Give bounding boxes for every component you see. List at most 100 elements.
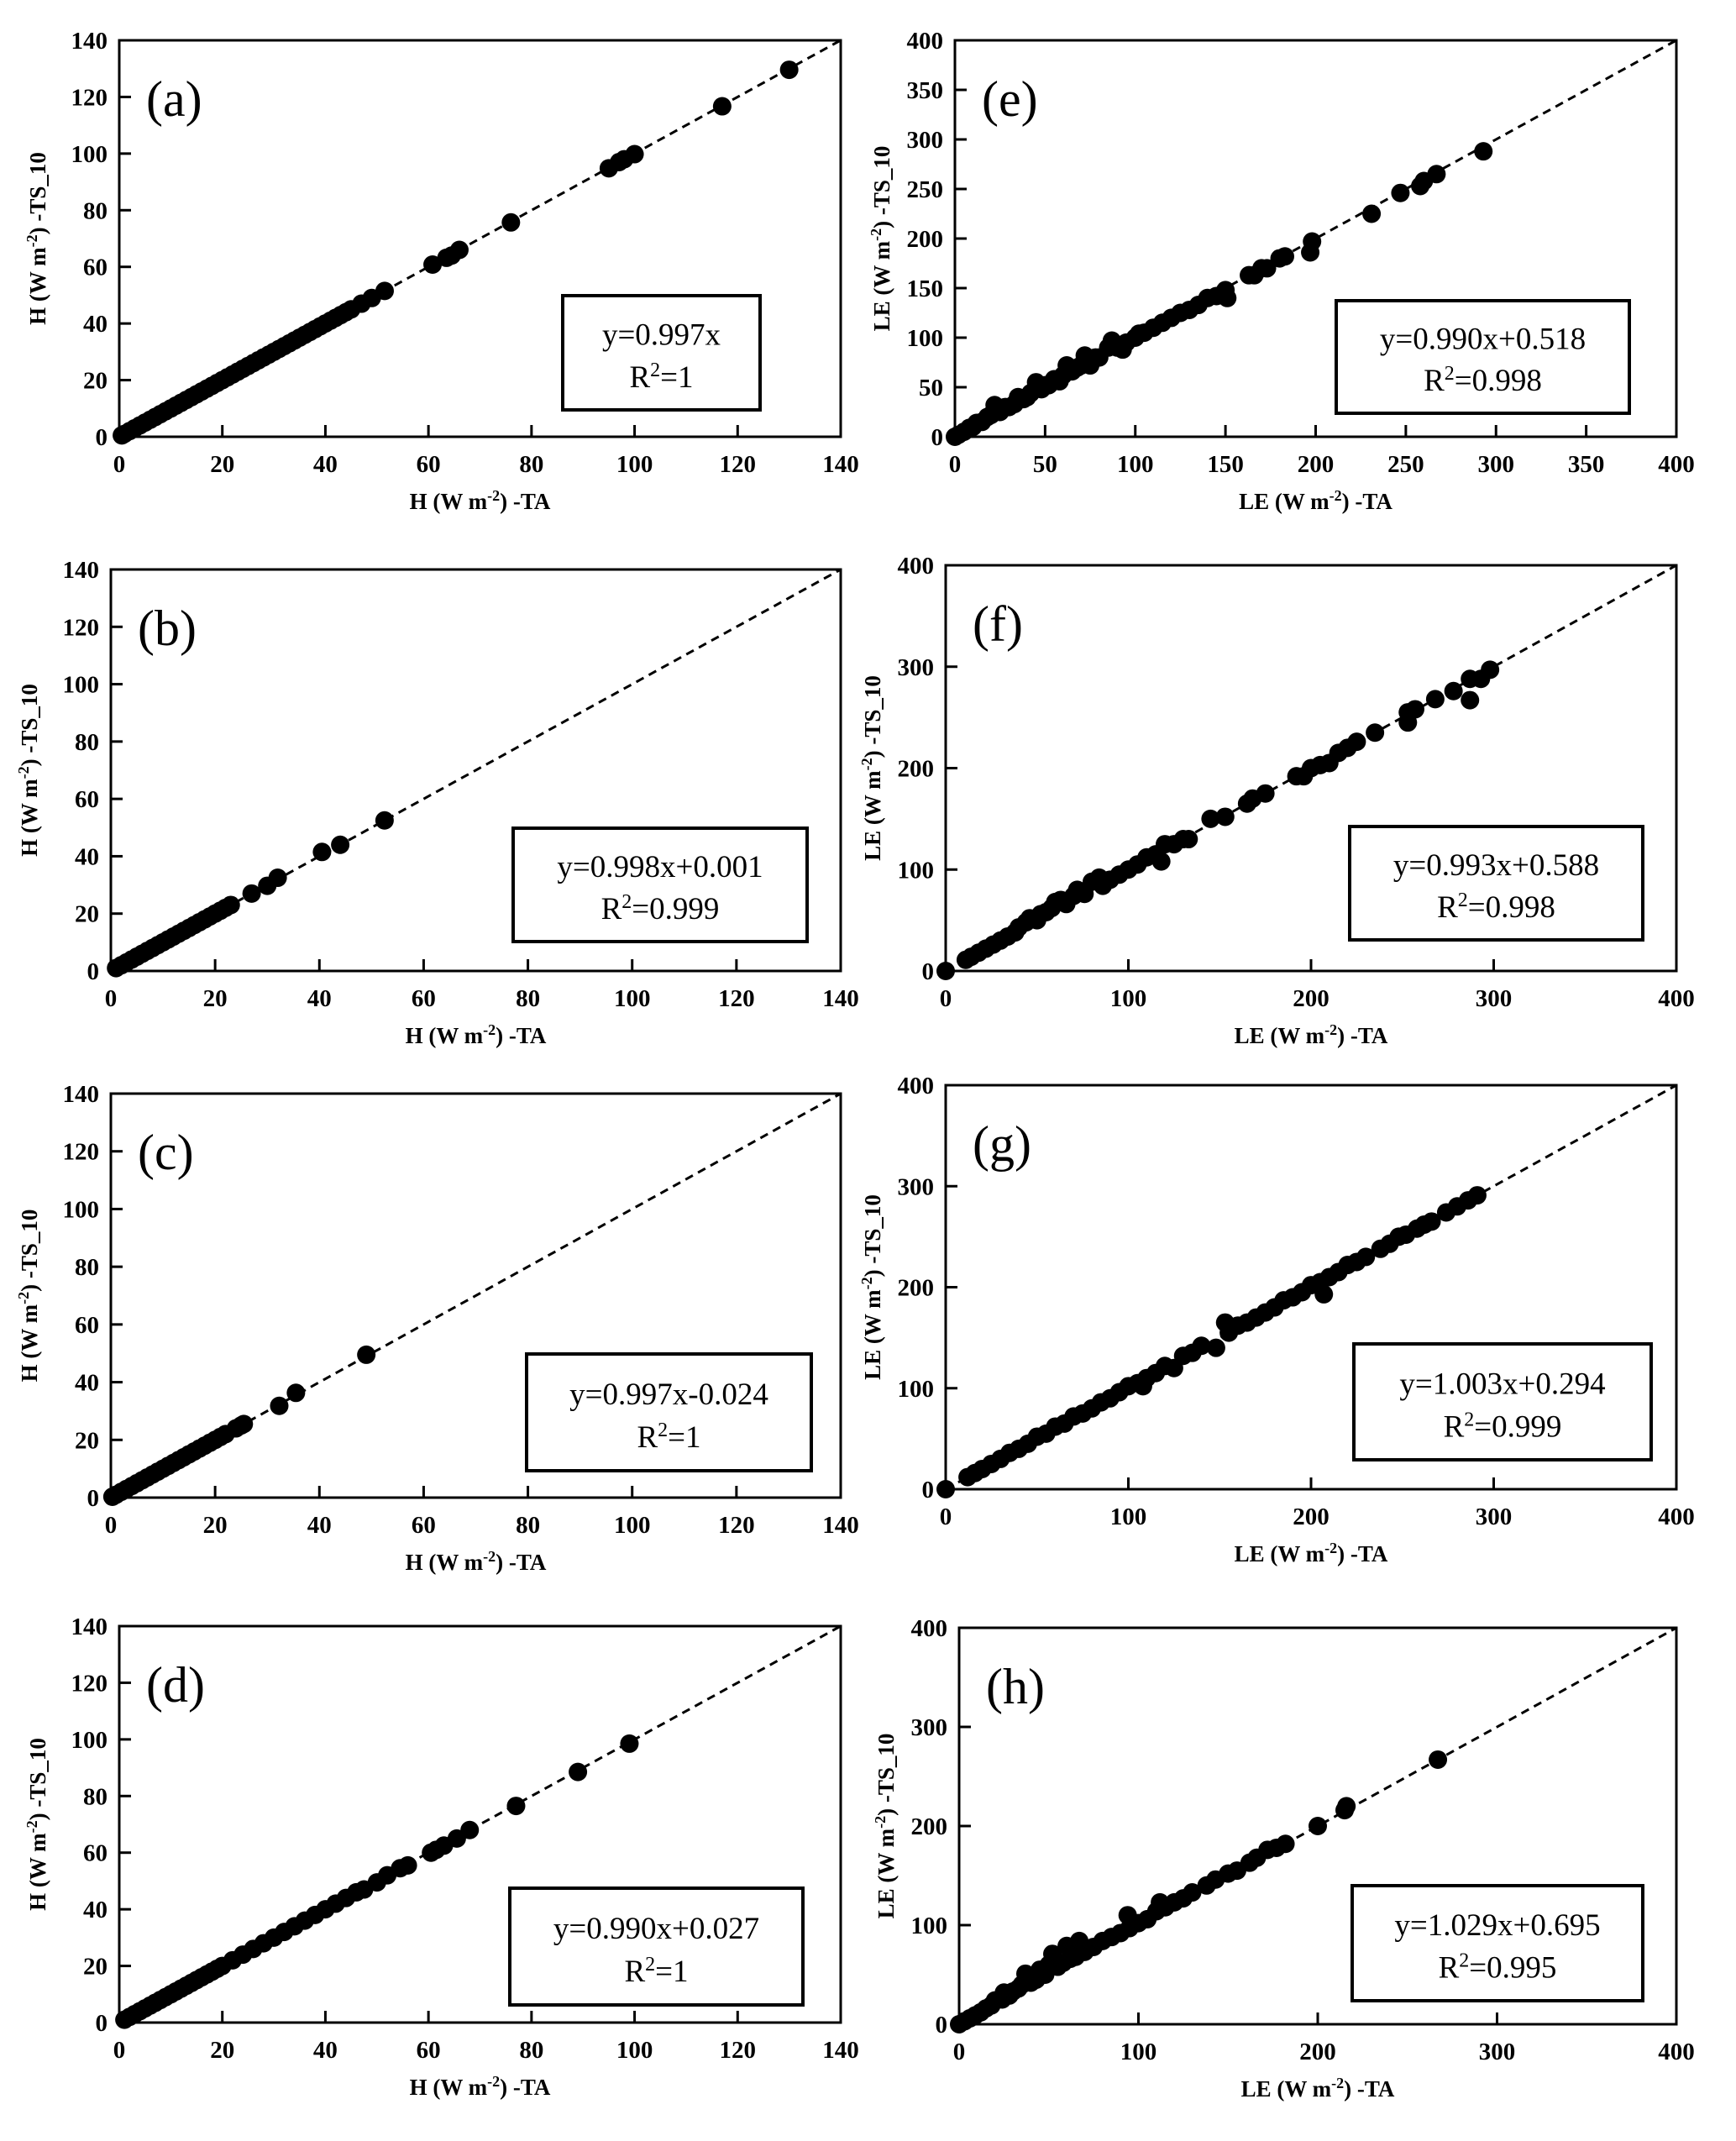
panel-label: (h) — [986, 1659, 1045, 1714]
panel-label: (f) — [973, 596, 1023, 652]
y-axis-title-part: LE (W m — [873, 1828, 899, 1918]
r-squared: R2=0.998 — [1424, 363, 1542, 398]
regression-equation: y=0.997x-0.024 — [569, 1377, 768, 1412]
data-point — [1362, 204, 1382, 223]
data-point — [1275, 247, 1294, 266]
panel-label: (a) — [146, 71, 202, 127]
data-point — [1206, 1338, 1225, 1357]
y-tick-label: 400 — [898, 553, 935, 580]
x-tick-label: 0 — [105, 985, 118, 1012]
legend-box — [1352, 1342, 1653, 1461]
x-axis-title-part: ) -TA — [1337, 1541, 1388, 1566]
data-point — [1218, 288, 1237, 307]
data-point — [1337, 1797, 1356, 1816]
data-point — [1192, 1336, 1211, 1356]
data-point — [312, 842, 332, 862]
x-tick-label: 0 — [953, 2039, 966, 2065]
y-axis-title-part: H (W m — [25, 1833, 50, 1911]
r-squared-value: =1 — [655, 1955, 688, 1989]
data-point — [1422, 1212, 1441, 1231]
data-point — [1256, 784, 1275, 803]
reference-line-1to1 — [110, 568, 842, 973]
regression-legend: y=0.993x+0.588 R2=0.998 — [1348, 825, 1644, 942]
scatter-panel-d: 0 20 40 60 80 100 120 140 0 20 40 60 80 100 120 140 H (W… — [24, 1614, 859, 2100]
y-tick-label: 80 — [83, 1783, 108, 1810]
regression-equation: y=0.997x — [602, 317, 721, 352]
x-tick-label: 400 — [1658, 451, 1695, 478]
y-tick-label: 100 — [907, 325, 944, 352]
y-tick-label: 100 — [898, 857, 935, 884]
x-tick-label: 140 — [822, 2037, 859, 2064]
y-axis-title-part: H (W m — [17, 779, 42, 857]
x-axis-title-part: ) -TA — [500, 2075, 551, 2100]
r-squared: R2=0.999 — [1444, 1409, 1562, 1444]
x-tick-label: 150 — [1207, 451, 1244, 478]
data-point — [1201, 809, 1220, 828]
y-tick-label: 150 — [907, 275, 944, 302]
data-point — [1347, 732, 1366, 752]
data-point — [423, 255, 443, 275]
y-axis-title-part: ) -TS_10 — [873, 1734, 899, 1816]
y-axis-title: H (W m-2) -TS_10 — [15, 1210, 42, 1383]
x-tick-label: 140 — [822, 451, 859, 478]
legend-box — [1348, 825, 1644, 942]
r-squared: R2=1 — [637, 1419, 700, 1455]
r-squared: R2=0.999 — [601, 891, 720, 926]
y-axis-title-superscript: -2 — [24, 1820, 40, 1833]
y-tick-label: 120 — [63, 614, 100, 641]
legend-box — [508, 1886, 805, 2007]
y-axis-title-superscript: -2 — [868, 228, 884, 241]
y-tick-label: 80 — [83, 197, 108, 224]
x-tick-label: 300 — [1478, 451, 1515, 478]
data-point — [1405, 700, 1424, 719]
x-tick-label: 0 — [113, 2037, 126, 2064]
data-point — [242, 884, 261, 903]
x-tick-label: 80 — [516, 1512, 540, 1539]
r-squared-symbol: R — [1439, 1951, 1460, 1986]
data-point — [357, 1345, 376, 1364]
y-tick-label: 100 — [71, 1727, 108, 1754]
y-tick-label: 40 — [75, 843, 99, 870]
x-axis-title: H (W m-2) -TA — [406, 1548, 547, 1575]
y-tick-label: 80 — [75, 1254, 99, 1281]
r-squared: R2=1 — [624, 1954, 688, 1989]
data-point — [1467, 1186, 1487, 1205]
reference-line-1to1 — [110, 1092, 842, 1499]
x-tick-label: 300 — [1476, 985, 1513, 1012]
x-axis-title-part: LE (W m — [1241, 2076, 1332, 2102]
r-squared-value: =0.999 — [1474, 1409, 1561, 1444]
y-axis-title-superscript: -2 — [858, 1277, 875, 1289]
data-point — [1391, 183, 1410, 202]
regression-equation: y=1.029x+0.695 — [1394, 1908, 1600, 1943]
x-axis-title-part: ) -TA — [500, 489, 551, 514]
x-tick-label: 120 — [720, 451, 757, 478]
x-tick-label: 100 — [616, 451, 653, 478]
x-tick-label: 300 — [1479, 2039, 1516, 2065]
x-axis-title-superscript: -2 — [1324, 1540, 1337, 1556]
y-axis-title-part: ) -TS_10 — [17, 684, 42, 766]
x-tick-label: 400 — [1658, 1503, 1695, 1530]
x-tick-label: 0 — [940, 1503, 952, 1530]
y-tick-label: 400 — [907, 28, 944, 55]
data-point — [625, 144, 644, 164]
y-tick-label: 140 — [63, 1081, 100, 1108]
y-tick-label: 0 — [96, 424, 108, 451]
legend-box — [525, 1352, 813, 1472]
legend-box — [561, 294, 762, 412]
y-tick-label: 50 — [919, 375, 943, 401]
x-tick-label: 350 — [1568, 451, 1605, 478]
y-tick-label: 0 — [922, 1477, 935, 1503]
x-axis-title-superscript: -2 — [1324, 1021, 1337, 1038]
r-squared-symbol: R — [629, 360, 650, 395]
y-tick-label: 40 — [83, 1897, 108, 1923]
data-point — [936, 962, 955, 980]
x-axis-title: LE (W m-2) -TA — [1241, 2075, 1395, 2102]
x-axis-title-part: ) -TA — [496, 1023, 547, 1048]
data-point — [234, 1414, 254, 1434]
x-tick-label: 20 — [203, 1512, 228, 1539]
y-tick-label: 300 — [898, 1173, 935, 1200]
x-axis-title: LE (W m-2) -TA — [1239, 487, 1392, 514]
y-tick-label: 250 — [907, 176, 944, 203]
x-axis-title-part: ) -TA — [1337, 1023, 1388, 1048]
